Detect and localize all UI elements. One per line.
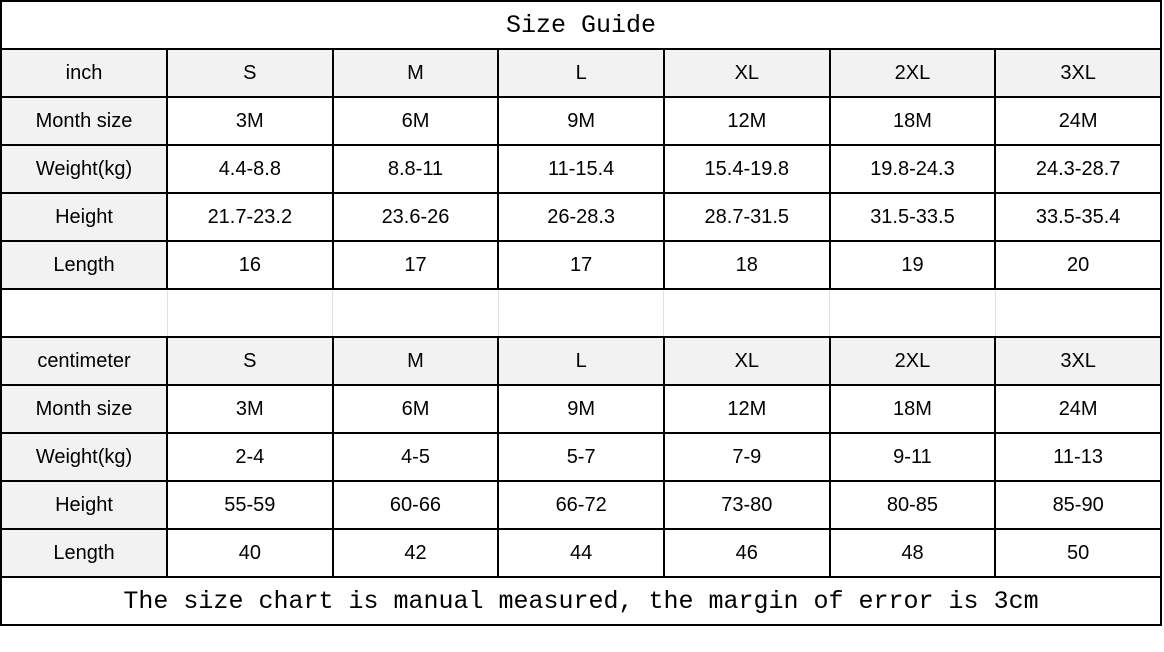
table-cell: 26-28.3 [497,192,665,242]
table-cell: 66-72 [497,480,665,530]
size-header: 2XL [828,48,997,98]
table-cell: 11-13 [994,432,1162,482]
table-row: Weight(kg) 2-4 4-5 5-7 7-9 9-11 11-13 [0,432,1162,482]
table-cell: 9-11 [828,432,997,482]
size-guide-title: Size Guide [0,0,1162,50]
table-cell: 20 [994,240,1162,290]
size-header: S [166,48,334,98]
table-cell: 2-4 [166,432,334,482]
table-cell: 60-66 [331,480,500,530]
table-cell: 48 [828,528,997,578]
table-cell: 15.4-19.8 [662,144,831,194]
size-header: 3XL [994,48,1162,98]
empty-cell [0,288,168,338]
table-cell: 55-59 [166,480,334,530]
measurement-note: The size chart is manual measured, the m… [0,576,1162,626]
table-cell: 16 [166,240,334,290]
table-cell: 18M [828,384,997,434]
spacer-row [0,288,1162,338]
table-cell: 24M [994,384,1162,434]
table-cell: 21.7-23.2 [166,192,334,242]
size-header: L [497,336,665,386]
size-header: 2XL [828,336,997,386]
unit-label: inch [0,48,168,98]
row-label: Length [0,528,168,578]
row-label: Month size [0,96,168,146]
table-cell: 19 [828,240,997,290]
table-row: Height 55-59 60-66 66-72 73-80 80-85 85-90 [0,480,1162,530]
size-guide-table: Size Guide inch S M L XL 2XL 3XL Month size 3M 6M… [0,0,1162,626]
table-cell: 50 [994,528,1162,578]
table-cell: 31.5-33.5 [828,192,997,242]
size-header: 3XL [994,336,1162,386]
table-cell: 7-9 [662,432,831,482]
size-header: M [331,48,500,98]
footer-row: The size chart is manual measured, the m… [0,576,1162,626]
table-cell: 24M [994,96,1162,146]
table-cell: 6M [331,384,500,434]
centimeter-header-row: centimeter S M L XL 2XL 3XL [0,336,1162,386]
table-row: Month size 3M 6M 9M 12M 18M 24M [0,96,1162,146]
row-label: Length [0,240,168,290]
table-cell: 40 [166,528,334,578]
table-cell: 17 [497,240,665,290]
row-label: Height [0,192,168,242]
table-cell: 85-90 [994,480,1162,530]
table-row: Weight(kg) 4.4-8.8 8.8-11 11-15.4 15.4-19.8 1… [0,144,1162,194]
table-cell: 19.8-24.3 [828,144,997,194]
table-cell: 5-7 [497,432,665,482]
size-header: XL [662,336,831,386]
table-cell: 44 [497,528,665,578]
table-cell: 8.8-11 [331,144,500,194]
table-cell: 3M [166,384,334,434]
table-cell: 12M [662,96,831,146]
table-cell: 23.6-26 [331,192,500,242]
size-header: S [166,336,334,386]
table-cell: 42 [331,528,500,578]
size-header: M [331,336,500,386]
table-row: Length 40 42 44 46 48 50 [0,528,1162,578]
table-cell: 17 [331,240,500,290]
empty-cell [332,288,499,338]
table-cell: 18 [662,240,831,290]
table-cell: 33.5-35.4 [994,192,1162,242]
table-cell: 24.3-28.7 [994,144,1162,194]
table-row: Month size 3M 6M 9M 12M 18M 24M [0,384,1162,434]
table-cell: 4-5 [331,432,500,482]
size-header: XL [662,48,831,98]
row-label: Height [0,480,168,530]
table-cell: 18M [828,96,997,146]
row-label: Month size [0,384,168,434]
table-cell: 73-80 [662,480,831,530]
table-cell: 9M [497,384,665,434]
inch-header-row: inch S M L XL 2XL 3XL [0,48,1162,98]
row-label: Weight(kg) [0,432,168,482]
unit-label: centimeter [0,336,168,386]
table-row: Height 21.7-23.2 23.6-26 26-28.3 28.7-31.5 31… [0,192,1162,242]
table-cell: 12M [662,384,831,434]
table-cell: 4.4-8.8 [166,144,334,194]
row-label: Weight(kg) [0,144,168,194]
size-header: L [497,48,665,98]
table-cell: 3M [166,96,334,146]
table-cell: 9M [497,96,665,146]
empty-cell [829,288,996,338]
table-cell: 46 [662,528,831,578]
table-row: Length 16 17 17 18 19 20 [0,240,1162,290]
empty-cell [497,288,665,338]
table-cell: 6M [331,96,500,146]
empty-cell [994,288,1162,338]
table-cell: 28.7-31.5 [662,192,831,242]
empty-cell [166,288,334,338]
table-cell: 11-15.4 [497,144,665,194]
empty-cell [663,288,831,338]
table-cell: 80-85 [828,480,997,530]
